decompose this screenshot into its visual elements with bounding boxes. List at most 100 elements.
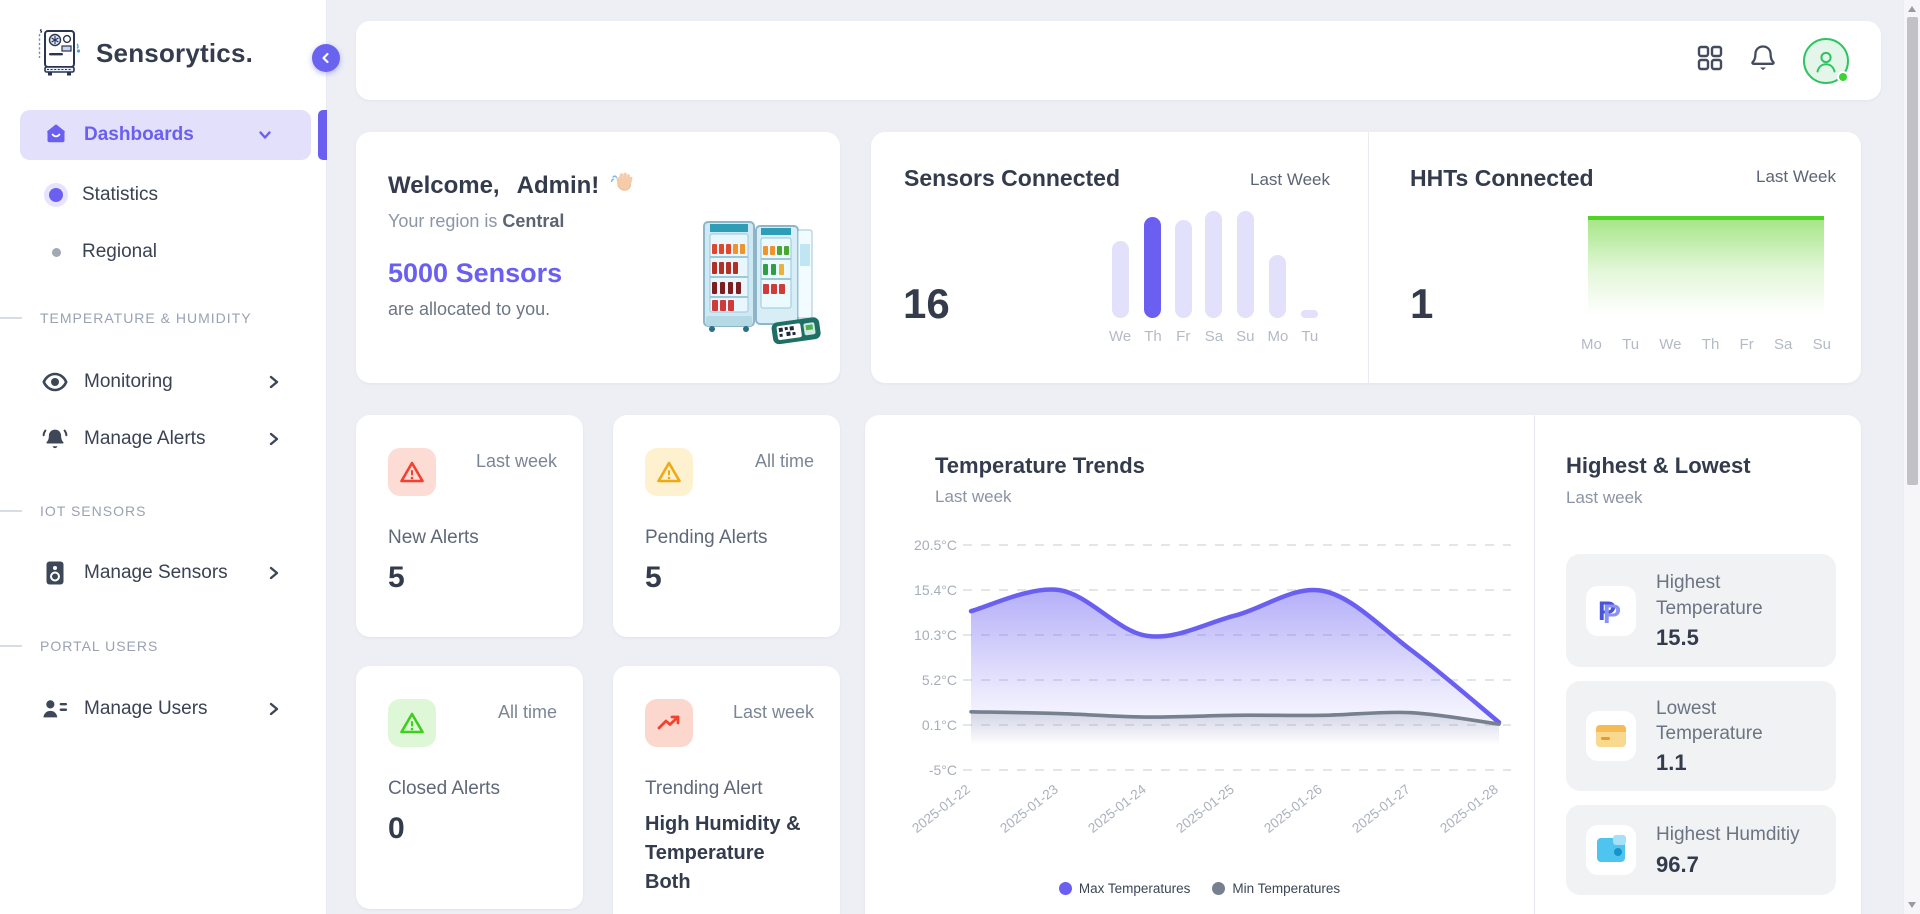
- sidebar-item-regional[interactable]: Regional: [0, 234, 327, 270]
- alert-title: Pending Alerts: [645, 527, 768, 548]
- hht-day-labels: Mo Tu We Th Fr Sa Su: [1581, 336, 1831, 353]
- alert-title: Closed Alerts: [388, 778, 500, 799]
- period-label: All time: [754, 451, 814, 471]
- hhts-connected-value: 1: [1410, 280, 1434, 327]
- logo: Sensorytics.: [36, 26, 253, 81]
- bar-Fr: [1174, 220, 1192, 318]
- legend-dot-icon: [1058, 882, 1072, 895]
- svg-text:2025-01-23: 2025-01-23: [997, 782, 1061, 833]
- period-label: Last week: [732, 702, 814, 722]
- wallet-icon: [1586, 825, 1636, 875]
- sidebar: Sensorytics. Dashboards Statistics Regio…: [0, 0, 327, 914]
- stat-label: Highest Temperature: [1656, 572, 1763, 619]
- hht-day-label: Fr: [1739, 336, 1754, 353]
- hhts-period-label: Last Week: [1756, 167, 1837, 186]
- bar-Th: [1144, 216, 1162, 318]
- pending-alerts-card[interactable]: All time Pending Alerts 5: [613, 415, 840, 637]
- allocated-text: are allocated to you.: [388, 299, 551, 319]
- stat-value: 15.5: [1656, 624, 1699, 650]
- users-icon: [42, 698, 68, 720]
- trending-alert-card[interactable]: Last week Trending Alert High Humidity &…: [613, 666, 840, 914]
- sidebar-collapse-button[interactable]: [312, 44, 340, 72]
- scroll-up-arrow-icon[interactable]: [1908, 6, 1916, 12]
- notifications-bell-icon[interactable]: [1749, 43, 1777, 78]
- sidebar-item-dashboards[interactable]: Dashboards: [20, 110, 311, 160]
- sensors-period-label: Last Week: [1250, 170, 1331, 189]
- vertical-scrollbar[interactable]: [1903, 0, 1920, 914]
- region-line: Your region is Central: [388, 211, 565, 231]
- new-alerts-card[interactable]: Last week New Alerts 5: [356, 415, 583, 637]
- chevron-left-icon: [322, 52, 329, 64]
- welcome-card: Welcome, Admin! Your region is Central 50…: [356, 132, 840, 383]
- sensor-device-icon: [42, 560, 68, 586]
- alert-title: New Alerts: [388, 527, 479, 548]
- legend-label: Min Temperatures: [1232, 881, 1341, 896]
- lowest-temperature-item[interactable]: Lowest Temperature 1.1: [1566, 681, 1836, 791]
- app-title: Sensorytics.: [96, 38, 254, 68]
- scrollbar-thumb[interactable]: [1907, 17, 1918, 485]
- bar-day-label: We: [1109, 328, 1132, 345]
- sensors-count-link[interactable]: 5000 Sensors: [388, 258, 563, 288]
- chevron-right-icon: [267, 701, 281, 717]
- closed-alerts-card[interactable]: All time Closed Alerts 0: [356, 666, 583, 909]
- sidebar-section-iot-sensors: IOT SENSORS: [0, 503, 327, 519]
- hht-day-label: Su: [1812, 336, 1831, 353]
- legend-item[interactable]: Min Temperatures: [1212, 881, 1340, 896]
- legend-item[interactable]: Max Temperatures: [1058, 881, 1191, 896]
- alert-value: 5: [645, 561, 662, 594]
- top-header-bar: [356, 21, 1881, 100]
- temperature-line-chart: 20.5°C 15.4°C 10.3°C 5.2°C 0.1°C -5°C 2025-01-…: [909, 537, 1511, 833]
- fridge-logo-icon: [36, 26, 84, 81]
- inactive-dot-icon: [51, 247, 61, 257]
- sidebar-item-manage-alerts[interactable]: Manage Alerts: [0, 419, 327, 459]
- warning-triangle-icon: [645, 448, 693, 496]
- home-icon: [44, 121, 68, 150]
- welcome-name: Admin!: [516, 171, 600, 199]
- sidebar-item-monitoring[interactable]: Monitoring: [0, 362, 327, 402]
- sidebar-item-statistics[interactable]: Statistics: [0, 177, 327, 213]
- bar-Mo: [1269, 255, 1287, 318]
- stat-label: Highest Humditiy: [1656, 824, 1800, 846]
- svg-text:20.5°C: 20.5°C: [914, 537, 957, 553]
- bar-Tu: [1301, 310, 1319, 318]
- fridge-illustration: [698, 214, 826, 348]
- scroll-down-arrow-icon[interactable]: [1908, 902, 1916, 908]
- chart-subtitle: Last week: [935, 487, 1012, 506]
- person-icon: [1816, 51, 1836, 72]
- trending-up-icon: [645, 699, 693, 747]
- temperature-trends-card: Temperature Trends Last week 20.5°C 15.4°…: [865, 415, 1861, 914]
- sidebar-item-manage-sensors[interactable]: Manage Sensors: [0, 553, 327, 593]
- warning-triangle-icon: [388, 699, 436, 747]
- apps-grid-icon[interactable]: [1697, 45, 1723, 76]
- svg-text:2025-01-25: 2025-01-25: [1173, 782, 1237, 833]
- alert-value: 0: [388, 812, 405, 845]
- hhts-area-chart: [1588, 216, 1824, 332]
- sidebar-section-temperature-humidity: TEMPERATURE & HUMIDITY: [0, 310, 327, 326]
- sidebar-item-label: Manage Users: [84, 698, 208, 719]
- alert-value: High Humidity & Temperature Both: [645, 813, 801, 893]
- bell-icon: [42, 427, 68, 451]
- sidebar-item-manage-users[interactable]: Manage Users: [0, 689, 327, 729]
- eye-icon: [42, 372, 68, 392]
- sidebar-item-label: Dashboards: [84, 124, 194, 145]
- highest-humidity-item[interactable]: Highest Humditiy 96.7: [1566, 805, 1836, 895]
- sensors-bar-chart: We Th Fr Sa Su Mo Tu: [1109, 211, 1319, 345]
- period-label: Last week: [475, 451, 557, 471]
- warning-triangle-icon: [388, 448, 436, 496]
- hht-day-label: Tu: [1622, 336, 1640, 353]
- alert-value: 5: [388, 561, 405, 594]
- hht-day-label: Sa: [1773, 336, 1793, 353]
- stat-value: 1.1: [1656, 750, 1687, 776]
- chevron-right-icon: [267, 431, 281, 447]
- svg-text:2025-01-22: 2025-01-22: [909, 782, 973, 833]
- chevron-down-icon: [257, 127, 273, 143]
- waving-hand-icon: [609, 170, 635, 201]
- profile-avatar[interactable]: [1803, 37, 1849, 84]
- svg-text:-5°C: -5°C: [929, 762, 957, 778]
- legend-label: Max Temperatures: [1078, 881, 1191, 896]
- bar-day-label: Th: [1144, 328, 1162, 345]
- svg-text:2025-01-26: 2025-01-26: [1261, 782, 1325, 833]
